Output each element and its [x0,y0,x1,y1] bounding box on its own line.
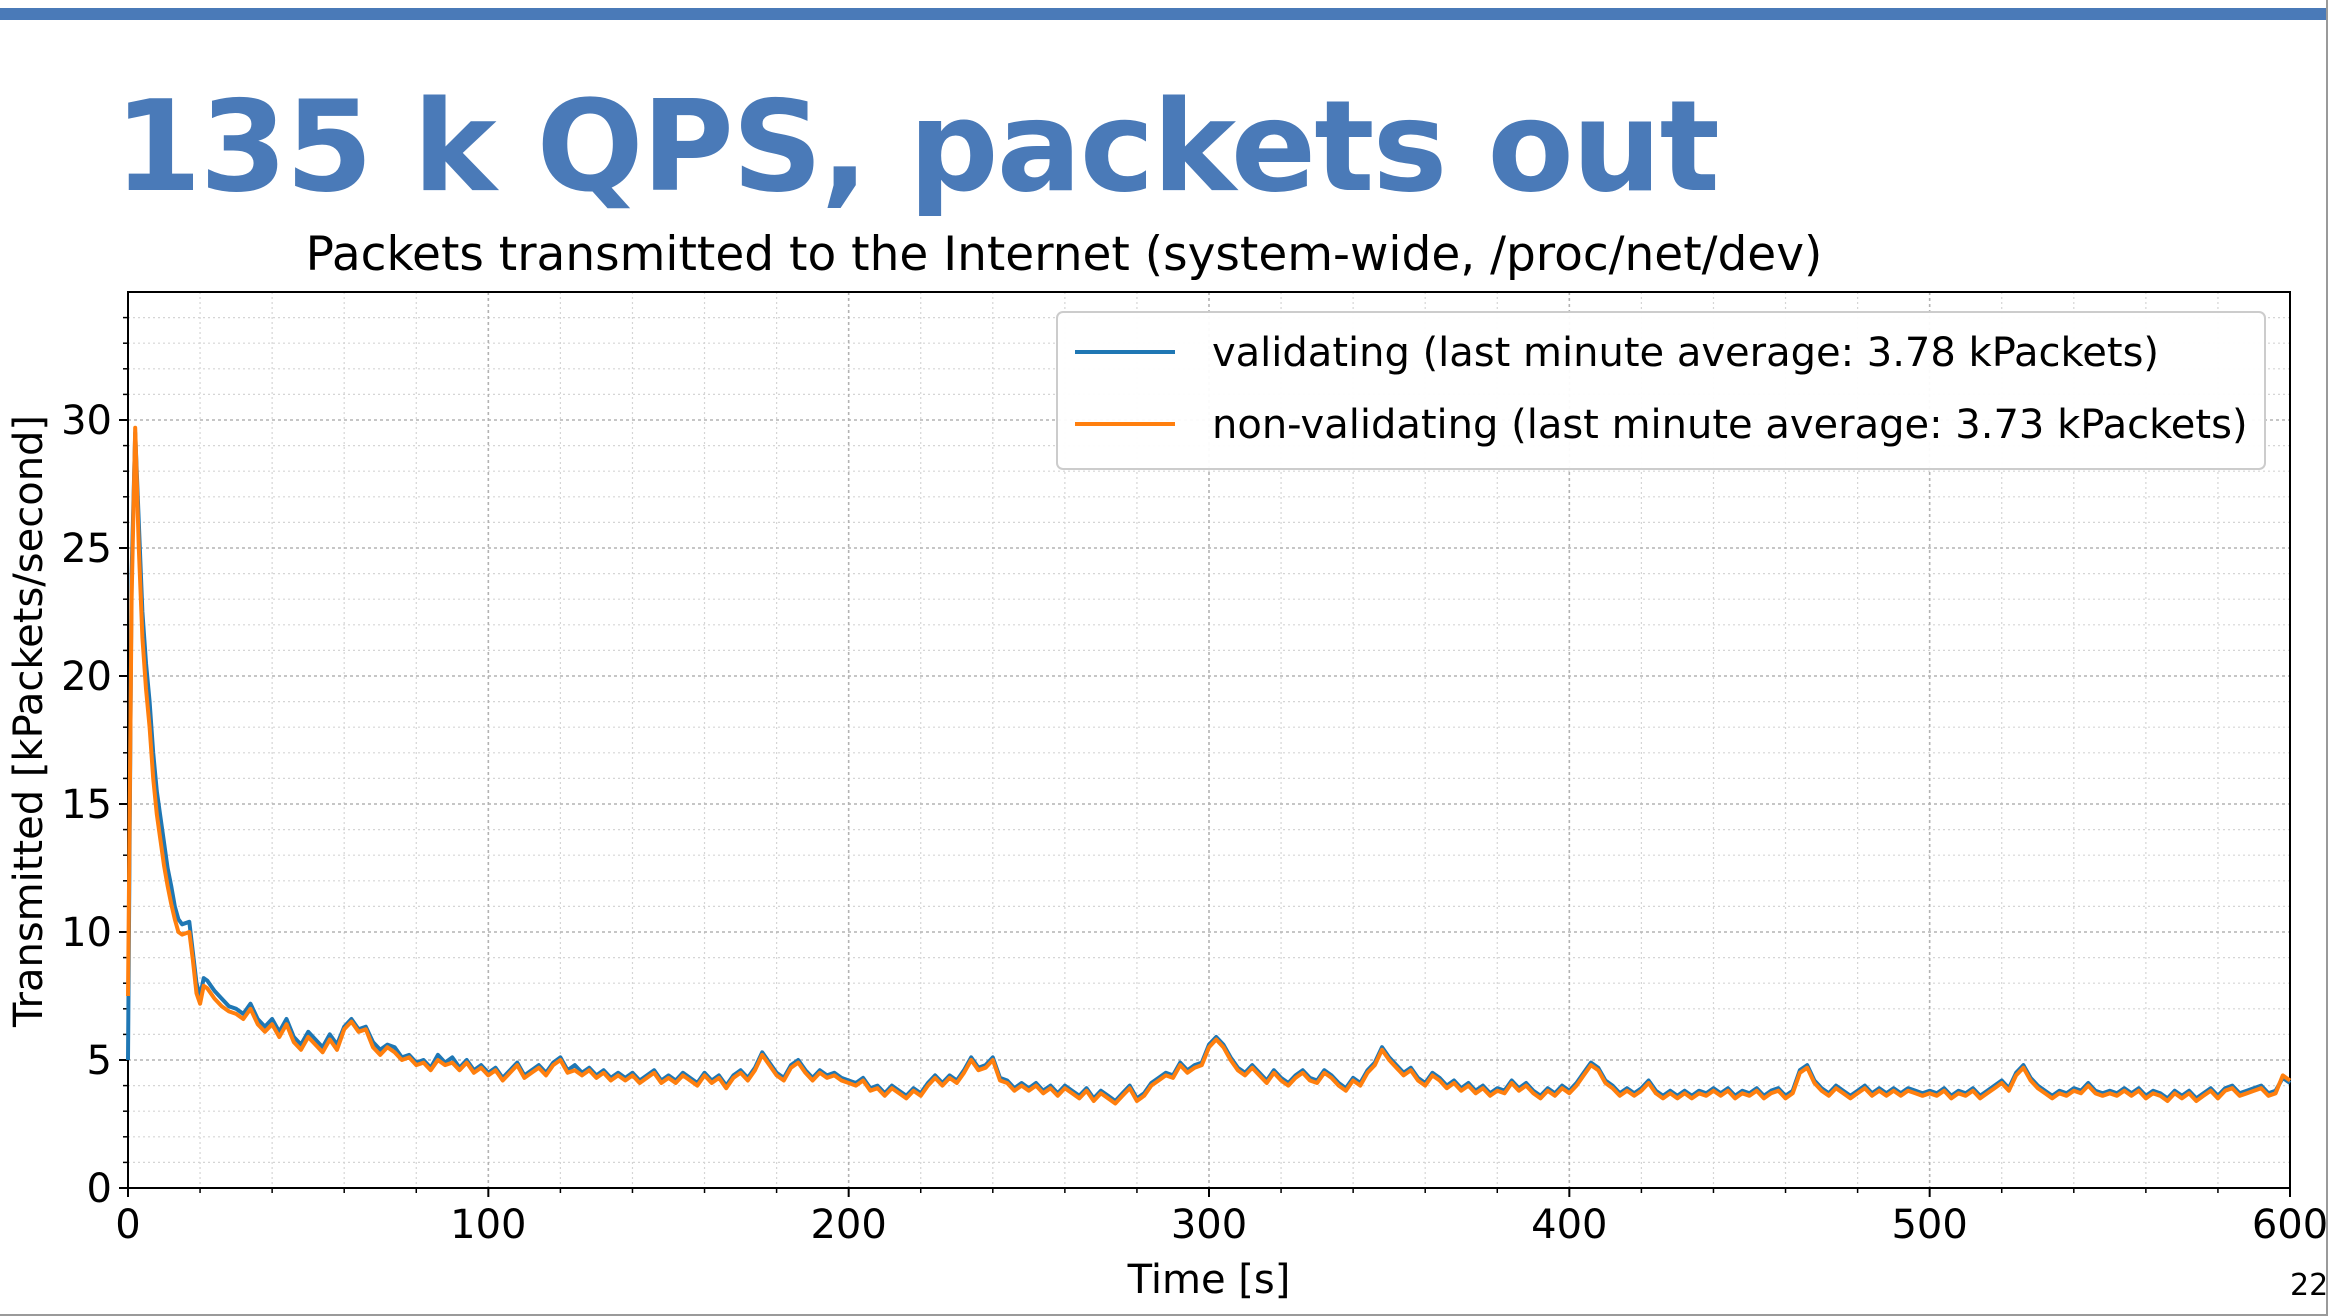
x-tick-label: 100 [450,1202,526,1248]
legend-label-non-validating: non-validating (last minute average: 3.7… [1212,402,2248,448]
legend: validating (last minute average: 3.78 kP… [1056,311,2266,470]
series-line-non-validating [126,425,2292,1106]
legend-box [1056,311,2266,470]
y-tick-label: 30 [61,398,112,444]
x-tick-label: 200 [810,1202,886,1248]
y-tick-label: 5 [87,1038,112,1084]
slide-title: 135 k QPS, packets out [114,73,1720,220]
grid [127,292,2291,1189]
y-axis-label: Transmitted [kPackets/second] [6,415,52,1028]
x-tick-label: 0 [115,1202,140,1248]
legend-label-validating: validating (last minute average: 3.78 kP… [1212,330,2159,376]
x-tick-label: 300 [1171,1202,1247,1248]
page-number: 22 [2290,1268,2328,1303]
slide-header-bar [0,8,2328,20]
x-tick-label: 500 [1891,1202,1967,1248]
y-tick-label: 15 [61,782,112,828]
y-tick-label: 20 [61,654,112,700]
axes: 0 100 200 300 400 500 600 0 5 10 15 20 25 30 [61,291,2328,1248]
x-tick-label: 400 [1531,1202,1607,1248]
y-tick-label: 0 [87,1166,112,1212]
y-tick-label: 10 [61,910,112,956]
series-layer [126,425,2292,1106]
chart-title: Packets transmitted to the Internet (sys… [306,227,1823,282]
y-tick-label: 25 [61,526,112,572]
x-tick-label: 600 [2252,1202,2328,1248]
x-axis-label: Time [s] [1127,1257,1291,1303]
